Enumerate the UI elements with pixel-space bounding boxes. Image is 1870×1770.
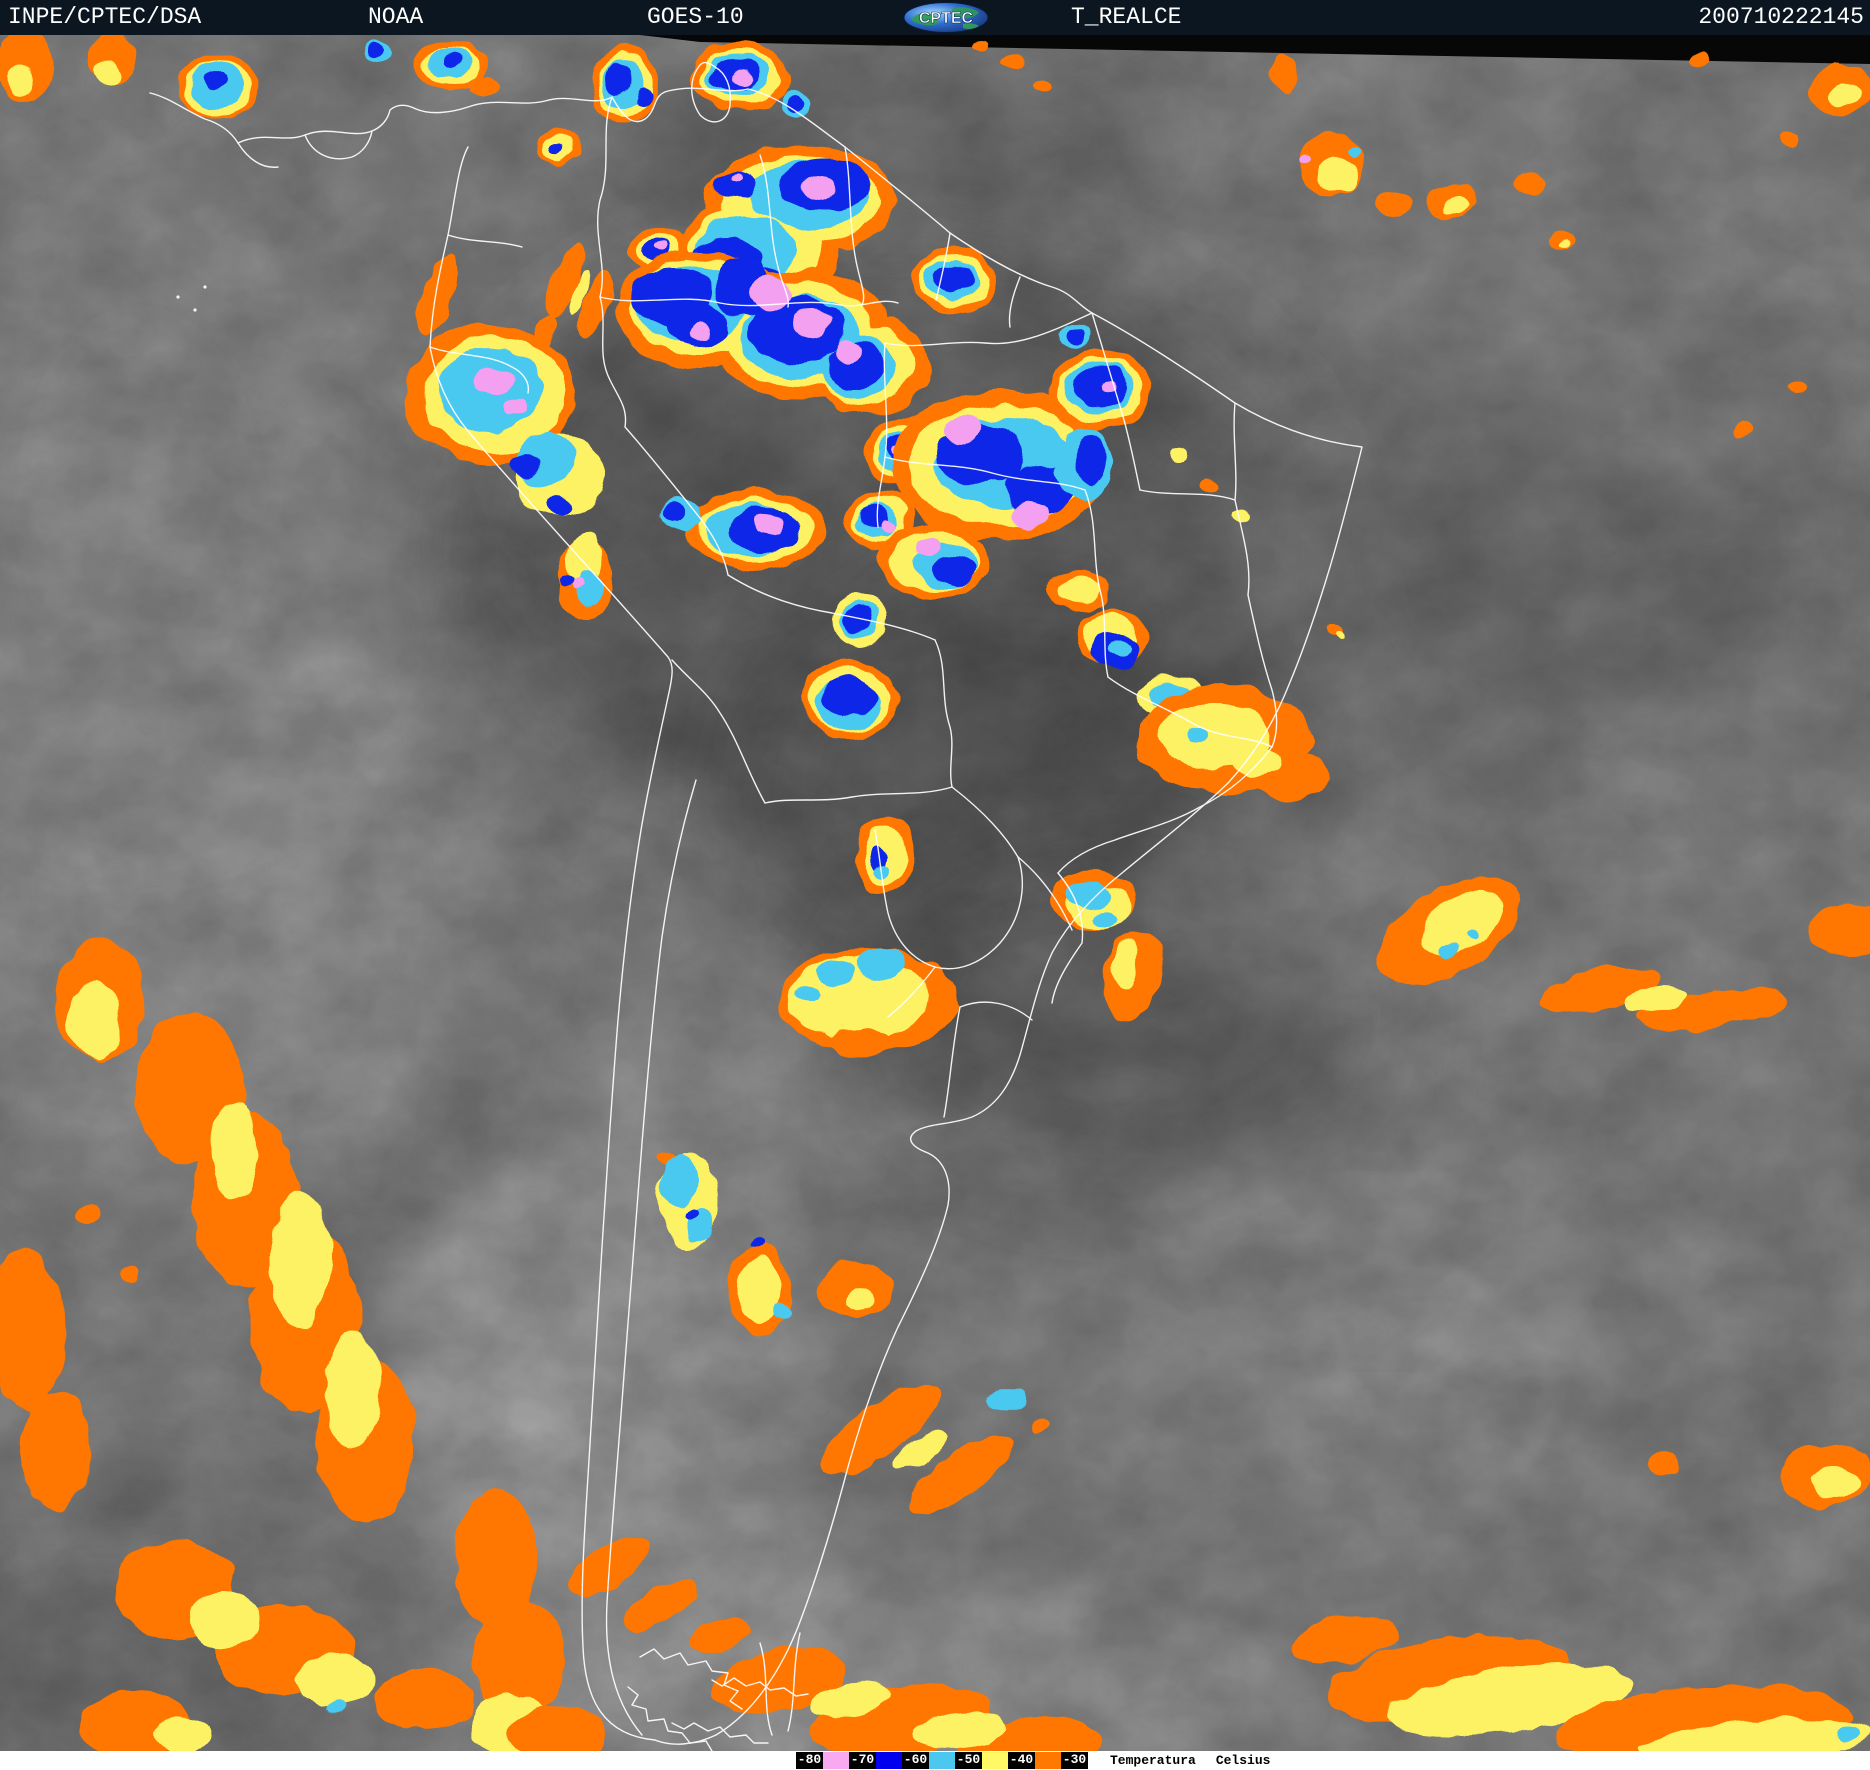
- satellite-label: GOES-10: [647, 4, 744, 30]
- border-venezuela-brazil: [599, 296, 899, 307]
- product-label: T_REALCE: [1071, 4, 1182, 30]
- island-dot: [176, 295, 180, 299]
- header-bar: INPE/CPTEC/DSA NOAA GOES-10 CPTEC T_REAL…: [0, 0, 1870, 35]
- legend-swatch: [823, 1752, 849, 1769]
- border-bolivia-north: [727, 574, 936, 641]
- island-dot: [203, 285, 207, 289]
- network-label: NOAA: [368, 4, 424, 30]
- tdf-east-coast: [787, 1632, 801, 1732]
- border-colombia-venezuela: [597, 96, 613, 298]
- border-venezuela-east: [759, 154, 790, 308]
- state-to-go: [1084, 489, 1109, 678]
- datetime-label: 200710222145: [1698, 4, 1864, 30]
- border-panama-gulf: [237, 142, 279, 168]
- state-amazon-river: [884, 312, 1093, 347]
- border-paraguay-north: [951, 786, 1019, 858]
- legend-value: -70: [849, 1752, 876, 1769]
- tdf-3: [671, 1722, 769, 1744]
- border-bolivia-west: [671, 659, 766, 804]
- agency-label: INPE/CPTEC/DSA: [8, 4, 202, 30]
- enhanced-cold-clouds: [0, 35, 1870, 1751]
- lake-maracaibo: [691, 61, 732, 123]
- legend-items: -80 -70 -60 -50 -40 -30: [796, 1752, 1088, 1769]
- cloud-texture-dark: [0, 35, 1870, 1751]
- border-ecuador-colombia: [447, 234, 523, 248]
- state-ba-east: [1247, 594, 1278, 748]
- tdf-border: [759, 1642, 773, 1736]
- cptec-logo-text: CPTEC: [919, 10, 974, 27]
- state-pi-coast: [1233, 402, 1250, 596]
- legend-value: -40: [1008, 1752, 1035, 1769]
- legend-swatch: [982, 1752, 1008, 1769]
- state-ma-pi: [1139, 489, 1236, 501]
- state-mg-sp: [1057, 746, 1273, 874]
- border-paraguay-argentina: [887, 966, 936, 1018]
- state-mt-north: [884, 456, 1086, 491]
- state-pr-sc: [1051, 872, 1084, 1004]
- legend-bar: -80 -70 -60 -50 -40 -30 Temperatura Celsius: [0, 1751, 1870, 1770]
- state-pa-ma: [1091, 312, 1141, 491]
- tdf-4: [711, 1677, 809, 1697]
- satellite-map: [0, 35, 1870, 1751]
- cptec-logo: CPTEC: [903, 2, 989, 33]
- border-panama-south: [304, 130, 373, 160]
- legend-value: -30: [1061, 1752, 1088, 1769]
- legend-value: -50: [955, 1752, 982, 1769]
- border-argentina-brazil: [1017, 856, 1073, 931]
- temperature-legend: -80 -70 -60 -50 -40 -30 Temperatura Celsius: [796, 1752, 1270, 1769]
- border-ecuador-peru: [429, 346, 530, 394]
- state-ba-mg: [1107, 676, 1273, 748]
- border-guiana: [1008, 276, 1021, 328]
- legend-title-temperatura: Temperatura: [1110, 1753, 1196, 1768]
- legend-swatch: [929, 1752, 955, 1769]
- legend-value: -80: [796, 1752, 823, 1769]
- legend-value: -60: [902, 1752, 929, 1769]
- legend-swatch: [876, 1752, 902, 1769]
- scan-edge: [640, 35, 1870, 64]
- border-uruguay-north: [959, 1001, 1033, 1021]
- border-uruguay-west: [943, 1006, 961, 1118]
- legend-title-celsius: Celsius: [1215, 1753, 1271, 1768]
- border-bolivia-south: [764, 786, 953, 804]
- cptec-logo-globe: CPTEC: [903, 2, 989, 33]
- border-colombia-peru-brazil: [599, 296, 729, 576]
- country-borders: [149, 61, 1363, 1751]
- legend-swatch: [1035, 1752, 1061, 1769]
- border-bolivia-east: [934, 639, 953, 788]
- tdf-1: [639, 1648, 743, 1710]
- border-suriname: [935, 232, 951, 301]
- tdf-2: [627, 1686, 713, 1751]
- satellite-image: [0, 35, 1870, 1751]
- border-guyana: [844, 146, 865, 306]
- border-chile-argentina: [605, 779, 697, 1736]
- island-dot: [193, 308, 197, 312]
